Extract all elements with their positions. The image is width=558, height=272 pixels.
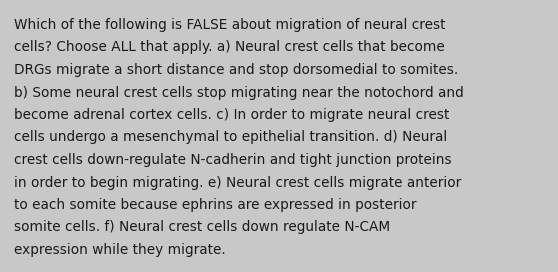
Text: to each somite because ephrins are expressed in posterior: to each somite because ephrins are expre… [14,198,416,212]
Text: crest cells down-regulate N-cadherin and tight junction proteins: crest cells down-regulate N-cadherin and… [14,153,451,167]
Text: in order to begin migrating. e) Neural crest cells migrate anterior: in order to begin migrating. e) Neural c… [14,175,461,190]
Text: expression while they migrate.: expression while they migrate. [14,243,226,257]
Text: b) Some neural crest cells stop migrating near the notochord and: b) Some neural crest cells stop migratin… [14,85,464,100]
Text: become adrenal cortex cells. c) In order to migrate neural crest: become adrenal cortex cells. c) In order… [14,108,449,122]
Text: cells undergo a mesenchymal to epithelial transition. d) Neural: cells undergo a mesenchymal to epithelia… [14,131,448,144]
Text: Which of the following is FALSE about migration of neural crest: Which of the following is FALSE about mi… [14,18,445,32]
Text: cells? Choose ALL that apply. a) Neural crest cells that become: cells? Choose ALL that apply. a) Neural … [14,41,445,54]
Text: DRGs migrate a short distance and stop dorsomedial to somites.: DRGs migrate a short distance and stop d… [14,63,458,77]
Text: somite cells. f) Neural crest cells down regulate N-CAM: somite cells. f) Neural crest cells down… [14,221,390,234]
